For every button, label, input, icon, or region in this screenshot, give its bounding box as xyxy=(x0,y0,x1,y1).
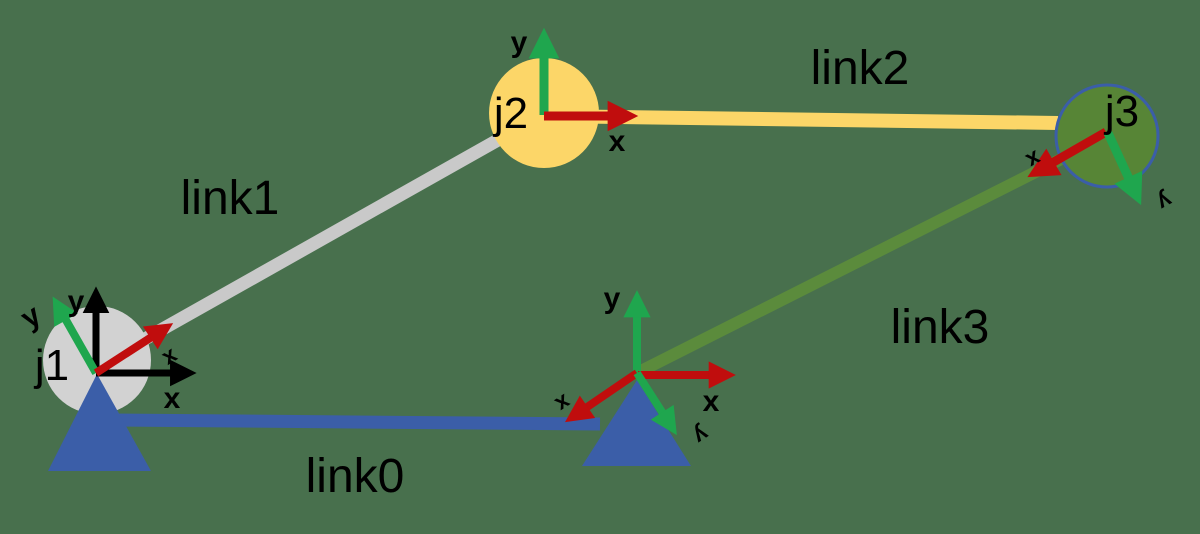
link0-label: link0 xyxy=(306,450,405,503)
middle-rotated-x-axis-arrow xyxy=(565,369,640,423)
j3-y-label: y xyxy=(1153,188,1177,217)
j1-x-axis-arrow xyxy=(93,323,174,377)
j1-world-y-label: y xyxy=(68,285,85,318)
link3-label: link3 xyxy=(891,301,990,354)
j1-rotated-x-label: x xyxy=(156,341,181,370)
joint-j2-label: j2 xyxy=(492,89,528,138)
link2-label: link2 xyxy=(811,42,910,95)
middle-y-label: y xyxy=(604,282,621,315)
ground-support-left xyxy=(48,374,151,471)
j2-x-label: x xyxy=(609,125,626,158)
j3-x-label: x xyxy=(1022,146,1046,175)
joint-j3-label: j3 xyxy=(1103,87,1139,136)
link1-bar xyxy=(93,108,548,372)
ground-support-middle xyxy=(582,380,691,466)
middle-rotated-x-label: x xyxy=(551,389,576,418)
j3-x-axis-arrow xyxy=(1027,128,1109,178)
link0-bar xyxy=(111,413,601,431)
middle-rotated-y-axis-arrow xyxy=(633,370,677,436)
j2-y-label: y xyxy=(511,26,528,59)
j1-world-x-label: x xyxy=(164,382,181,415)
middle-x-label: x xyxy=(703,385,720,418)
middle-rotated-y-label: y xyxy=(689,421,714,450)
j3-y-axis-arrow xyxy=(1103,131,1143,206)
link1-label: link1 xyxy=(181,172,280,225)
joint-j1-label: j1 xyxy=(33,341,69,390)
j1-y-axis-arrow xyxy=(52,296,100,375)
j1-rotated-y-label: y xyxy=(15,298,47,335)
